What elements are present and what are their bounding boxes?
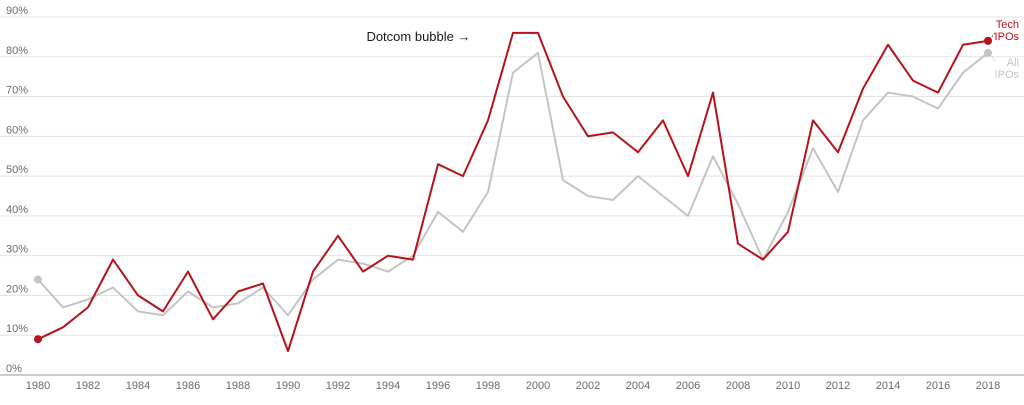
- y-tick-label: 50%: [6, 164, 28, 176]
- x-tick-label: 2016: [926, 380, 950, 392]
- x-tick-label: 1992: [326, 380, 350, 392]
- series-label-leader-all: [989, 54, 997, 63]
- series-start-point-tech: [34, 335, 42, 344]
- x-tick-label: 2008: [726, 380, 750, 392]
- x-tick-label: 2018: [976, 380, 1000, 392]
- x-tick-label: 2002: [576, 380, 600, 392]
- series-start-point-all: [34, 275, 42, 284]
- x-tick-label: 1994: [376, 380, 400, 392]
- x-tick-label: 1984: [126, 380, 150, 392]
- series-label-tech: Tech: [996, 19, 1019, 31]
- x-tick-label: 1986: [176, 380, 200, 392]
- y-tick-label: 0%: [6, 363, 22, 375]
- x-tick-label: 2000: [526, 380, 550, 392]
- y-tick-label: 10%: [6, 323, 28, 335]
- y-tick-label: 30%: [6, 244, 28, 256]
- x-tick-label: 1980: [26, 380, 50, 392]
- x-tick-label: 1982: [76, 380, 100, 392]
- x-tick-label: 1996: [426, 380, 450, 392]
- y-tick-label: 20%: [6, 283, 28, 295]
- y-tick-label: 70%: [6, 85, 28, 97]
- y-tick-label: 60%: [6, 124, 28, 136]
- series-layer: [34, 31, 992, 353]
- series-label-tech: IPOs: [995, 31, 1020, 43]
- x-tick-label: 1998: [476, 380, 500, 392]
- series-line-tech: [37, 31, 989, 353]
- x-tick-label: 2006: [676, 380, 700, 392]
- x-tick-label: 2004: [626, 380, 650, 392]
- annotation-dotcom: Dotcom bubble →: [366, 29, 470, 44]
- x-tick-label: 1990: [276, 380, 300, 392]
- axis-layer: 0% 10% 20% 30% 40% 50% 60% 70% 80% 90% 1980 1982 198…: [6, 5, 1000, 392]
- y-tick-label: 40%: [6, 204, 28, 216]
- x-tick-label: 2012: [826, 380, 850, 392]
- x-tick-label: 2014: [876, 380, 900, 392]
- x-tick-label: 1988: [226, 380, 250, 392]
- y-tick-label: 80%: [6, 45, 28, 57]
- grid-layer: [0, 16, 1024, 376]
- x-tick-label: 2010: [776, 380, 800, 392]
- series-line-all: [37, 51, 989, 317]
- y-tick-label: 90%: [6, 5, 28, 17]
- series-label-all: IPOs: [995, 69, 1020, 81]
- series-label-all: All: [1007, 57, 1019, 69]
